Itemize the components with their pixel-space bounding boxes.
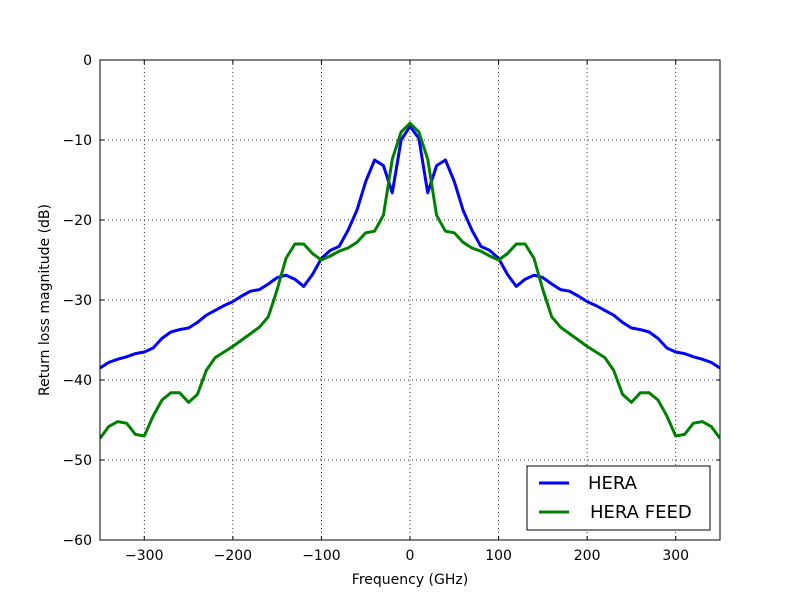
- y-tick-label: −50: [62, 453, 92, 469]
- series-group: [100, 121, 720, 440]
- x-tick-label: 0: [406, 548, 415, 564]
- y-tick-labels: 0 −10 −20 −30 −40 −50 −60: [62, 53, 92, 549]
- y-axis-label: Return loss magnitude (dB): [37, 204, 53, 396]
- y-tick-label: −10: [62, 133, 92, 149]
- series-line-hera-feed: [100, 121, 720, 440]
- ticks: [100, 59, 720, 541]
- x-tick-label: 300: [662, 548, 689, 564]
- x-tick-label: 100: [485, 548, 512, 564]
- x-tick-label: 200: [574, 548, 601, 564]
- x-tick-label: −100: [302, 548, 340, 564]
- y-tick-label: −30: [62, 293, 92, 309]
- y-tick-label: 0: [83, 53, 92, 69]
- legend-label-hera-feed: HERA FEED: [590, 502, 692, 523]
- x-tick-labels: −300 −200 −100 0 100 200 300: [125, 548, 689, 564]
- legend: HERA HERA FEED: [526, 465, 711, 531]
- series-line-hera: [100, 124, 720, 370]
- legend-box: [526, 465, 711, 531]
- x-axis-label: Frequency (GHz): [352, 572, 468, 588]
- y-tick-label: −60: [62, 533, 92, 549]
- y-tick-label: −40: [62, 373, 92, 389]
- x-tick-label: −200: [214, 548, 252, 564]
- y-tick-label: −20: [62, 213, 92, 229]
- x-tick-label: −300: [125, 548, 163, 564]
- legend-label-hera: HERA: [588, 473, 638, 494]
